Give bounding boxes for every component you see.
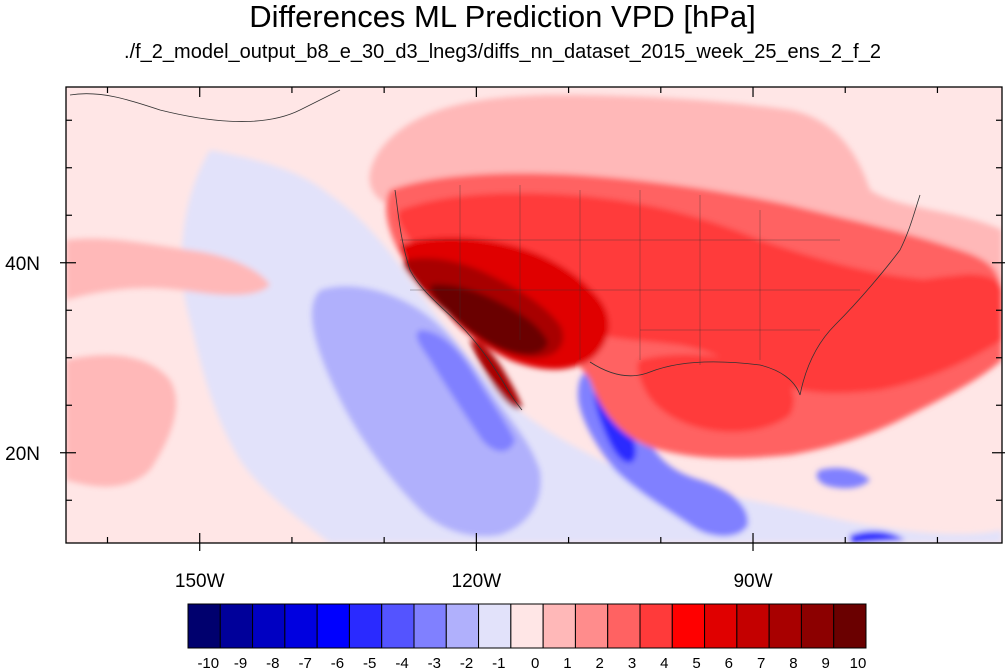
colorbar-label: -5 [363, 655, 376, 672]
colorbar-box [639, 603, 673, 649]
colorbar-label: 0 [531, 655, 539, 672]
colorbar-box [542, 603, 576, 649]
southwest-max [430, 284, 548, 355]
colorbar-box [252, 603, 286, 649]
colorbar-label: -6 [331, 655, 344, 672]
pacific-medium-blue [416, 330, 515, 452]
colorbar-label: 9 [822, 655, 830, 672]
colorbar-label: -1 [492, 655, 505, 672]
colorbar-label: -10 [197, 655, 219, 672]
colorbar-box [833, 603, 867, 649]
colorbar-box [316, 603, 350, 649]
colorbar-box [284, 603, 318, 649]
colorbar-box [768, 603, 802, 649]
vpd-difference-field [66, 87, 1002, 543]
colorbar-label: -7 [298, 655, 311, 672]
colorbar-box [413, 603, 447, 649]
lon-tick-label: 150W [175, 571, 225, 592]
colorbar-label: 3 [628, 655, 636, 672]
lon-tick-label: 90W [733, 571, 772, 592]
colorbar-box [381, 603, 415, 649]
colorbar-box [510, 603, 544, 649]
colorbar-box [704, 603, 738, 649]
colorbar-label: 2 [596, 655, 604, 672]
coastline [394, 189, 921, 411]
colorbar-label: 4 [660, 655, 668, 672]
colorbar-label: -9 [234, 655, 247, 672]
map-axes: 150W 120W 90W 40N 20N [5, 87, 1005, 592]
lat-tick-label: 20N [5, 444, 40, 465]
colorbar-box [607, 603, 641, 649]
map-subtitle: ./f_2_model_output_b8_e_30_d3_lneg3/diff… [124, 41, 881, 63]
south-blue-corner [850, 530, 905, 543]
map-frame [65, 86, 1003, 544]
colorbar-box [574, 603, 609, 649]
colorbar-box [736, 603, 770, 649]
colorbar-label: 5 [692, 655, 700, 672]
colorbar-label: 6 [725, 655, 733, 672]
colorbar-label: 8 [789, 655, 797, 672]
alaska-coast [69, 89, 341, 122]
colorbar-label: -8 [266, 655, 279, 672]
north-pacific-positive [66, 238, 270, 300]
map-title: Differences ML Prediction VPD [hPa] [249, 0, 756, 34]
lon-tick-label: 120W [452, 571, 502, 592]
state-borders [400, 185, 860, 365]
colorbar-box [348, 603, 383, 649]
atlantic-positive [810, 274, 1002, 372]
pacific-blue-band [311, 286, 541, 537]
hawaii-positive [66, 355, 177, 487]
colorbar-label: -2 [460, 655, 473, 672]
colorbar-box [445, 603, 480, 649]
colorbar-label: -3 [428, 655, 441, 672]
caribbean-negative [816, 468, 870, 489]
colorbar-label: 7 [757, 655, 765, 672]
southeast-positive [637, 354, 794, 432]
colorbar-box [478, 603, 512, 649]
colorbar: -10 -9 -8 -7 -6 -5 -4 -3 -2 -1 0 1 2 3 4 5 6 7 8 9 10 [187, 603, 867, 672]
colorbar-label: -4 [395, 655, 408, 672]
lat-tick-label: 40N [5, 254, 40, 275]
colorbar-box [671, 603, 706, 649]
colorbar-box [219, 603, 254, 649]
colorbar-label: 1 [563, 655, 571, 672]
colorbar-box [800, 603, 835, 649]
colorbar-box [187, 603, 221, 649]
colorbar-label: 10 [850, 655, 867, 672]
